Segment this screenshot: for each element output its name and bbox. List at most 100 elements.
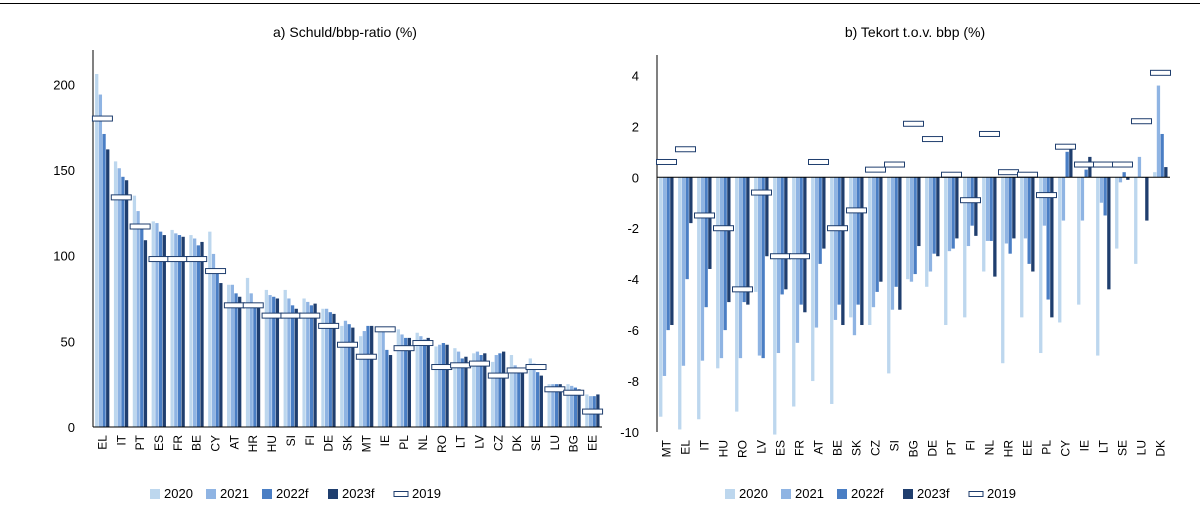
marker-2019 [186,256,208,263]
y-tick-label: 200 [53,77,75,92]
bar-2023f [124,180,129,427]
bar-2022f [913,177,917,275]
category-label: DK [1154,440,1168,457]
bar-2023f [955,177,959,239]
legend-swatch-2021 [206,489,216,499]
marker-2019 [1074,161,1095,168]
bar-2021 [662,177,667,376]
category-label: IE [378,435,392,446]
y-tick-label: 150 [53,163,75,178]
category-label: FR [171,435,185,451]
bar-2021 [852,177,857,336]
marker-2019 [789,253,810,260]
category-label: MT [359,434,373,452]
bar-2021 [1061,177,1066,221]
legend-label: 2021 [220,486,249,501]
bar-2022f [1160,133,1164,178]
marker-2019 [525,364,547,371]
bar-2020 [697,177,701,420]
category-label: FR [793,440,807,456]
bar-2020 [1039,177,1043,354]
marker-2019 [998,169,1019,176]
bar-2021 [890,177,895,310]
category-label: CY [209,435,223,452]
bar-2022f [121,176,125,427]
bar-2020 [1134,177,1138,264]
bar-2020 [1153,172,1157,178]
marker-2019 [450,362,472,369]
bar-2021 [362,331,366,427]
bar-2020 [208,231,212,427]
bar-2023f [200,241,204,427]
category-label: AT [812,439,826,454]
marker-2019 [337,341,358,348]
bar-2023f [727,177,731,303]
marker-2019 [979,130,1000,137]
bar-2021 [211,253,216,427]
bar-2023f [784,177,788,290]
category-label: LU [548,435,562,450]
bar-2023f [577,389,581,427]
marker-2019 [808,158,829,165]
bar-2020 [490,361,495,427]
y-tick-label: -2 [627,221,639,236]
bar-2020 [434,346,438,427]
bar-2022f [554,384,559,427]
bar-2022f [932,177,936,254]
bar-2023f [1145,177,1149,221]
bar-2023f [426,337,430,427]
category-label: PL [397,435,411,450]
category-label: SI [284,435,298,446]
bar-2022f [780,177,784,295]
bar-2021 [1004,177,1009,244]
legend-label: 2020 [164,486,193,501]
category-label: LV [755,440,769,454]
legend-label: 2023f [342,486,375,501]
bar-2022f [685,177,689,280]
marker-2019 [1036,192,1057,199]
bar-2020 [659,177,663,417]
category-label: CZ [491,435,505,451]
bar-2021 [513,365,517,427]
marker-2019 [487,372,509,379]
bar-2023f [974,177,978,236]
bar-2023f [822,177,826,249]
category-label: RO [736,440,750,458]
bar-2021 [570,385,574,427]
marker-2019 [468,360,490,367]
legend: 2020 2021 2022f 2023f 2019 [725,486,1016,501]
legend-label: 2023f [917,486,950,501]
marker-2019 [713,225,734,232]
legend-swatch-2021 [781,489,791,499]
bar-2020 [792,177,796,407]
marker-2019 [374,326,396,333]
bar-2023f [689,177,693,224]
bar-2022f [366,325,370,427]
bar-2021 [738,177,743,359]
bar-2022f [1084,169,1088,178]
marker-2019 [960,197,981,204]
bar-2020 [151,221,155,427]
bar-2021 [193,238,197,427]
bar-2022f [1008,177,1012,254]
category-label: SE [1116,440,1130,456]
bar-2020 [868,177,872,326]
marker-2019 [846,207,867,214]
marker-2019 [280,312,302,319]
bar-2022f [1027,177,1031,264]
bar-2020 [1058,177,1062,323]
bar-2023f [162,235,166,427]
marker-2019 [1150,69,1171,76]
bar-2022f [328,312,332,427]
category-label: EL [95,435,109,450]
bar-2021 [117,168,121,428]
marker-2019 [1055,143,1076,150]
bar-2023f [898,177,902,310]
bar-2023f [1031,177,1035,272]
bar-2022f [761,177,765,359]
category-label: FI [303,435,317,446]
bar-2020 [321,308,325,427]
bar-2023f [181,236,185,427]
marker-2019 [1093,161,1114,168]
bar-2020 [716,177,720,369]
